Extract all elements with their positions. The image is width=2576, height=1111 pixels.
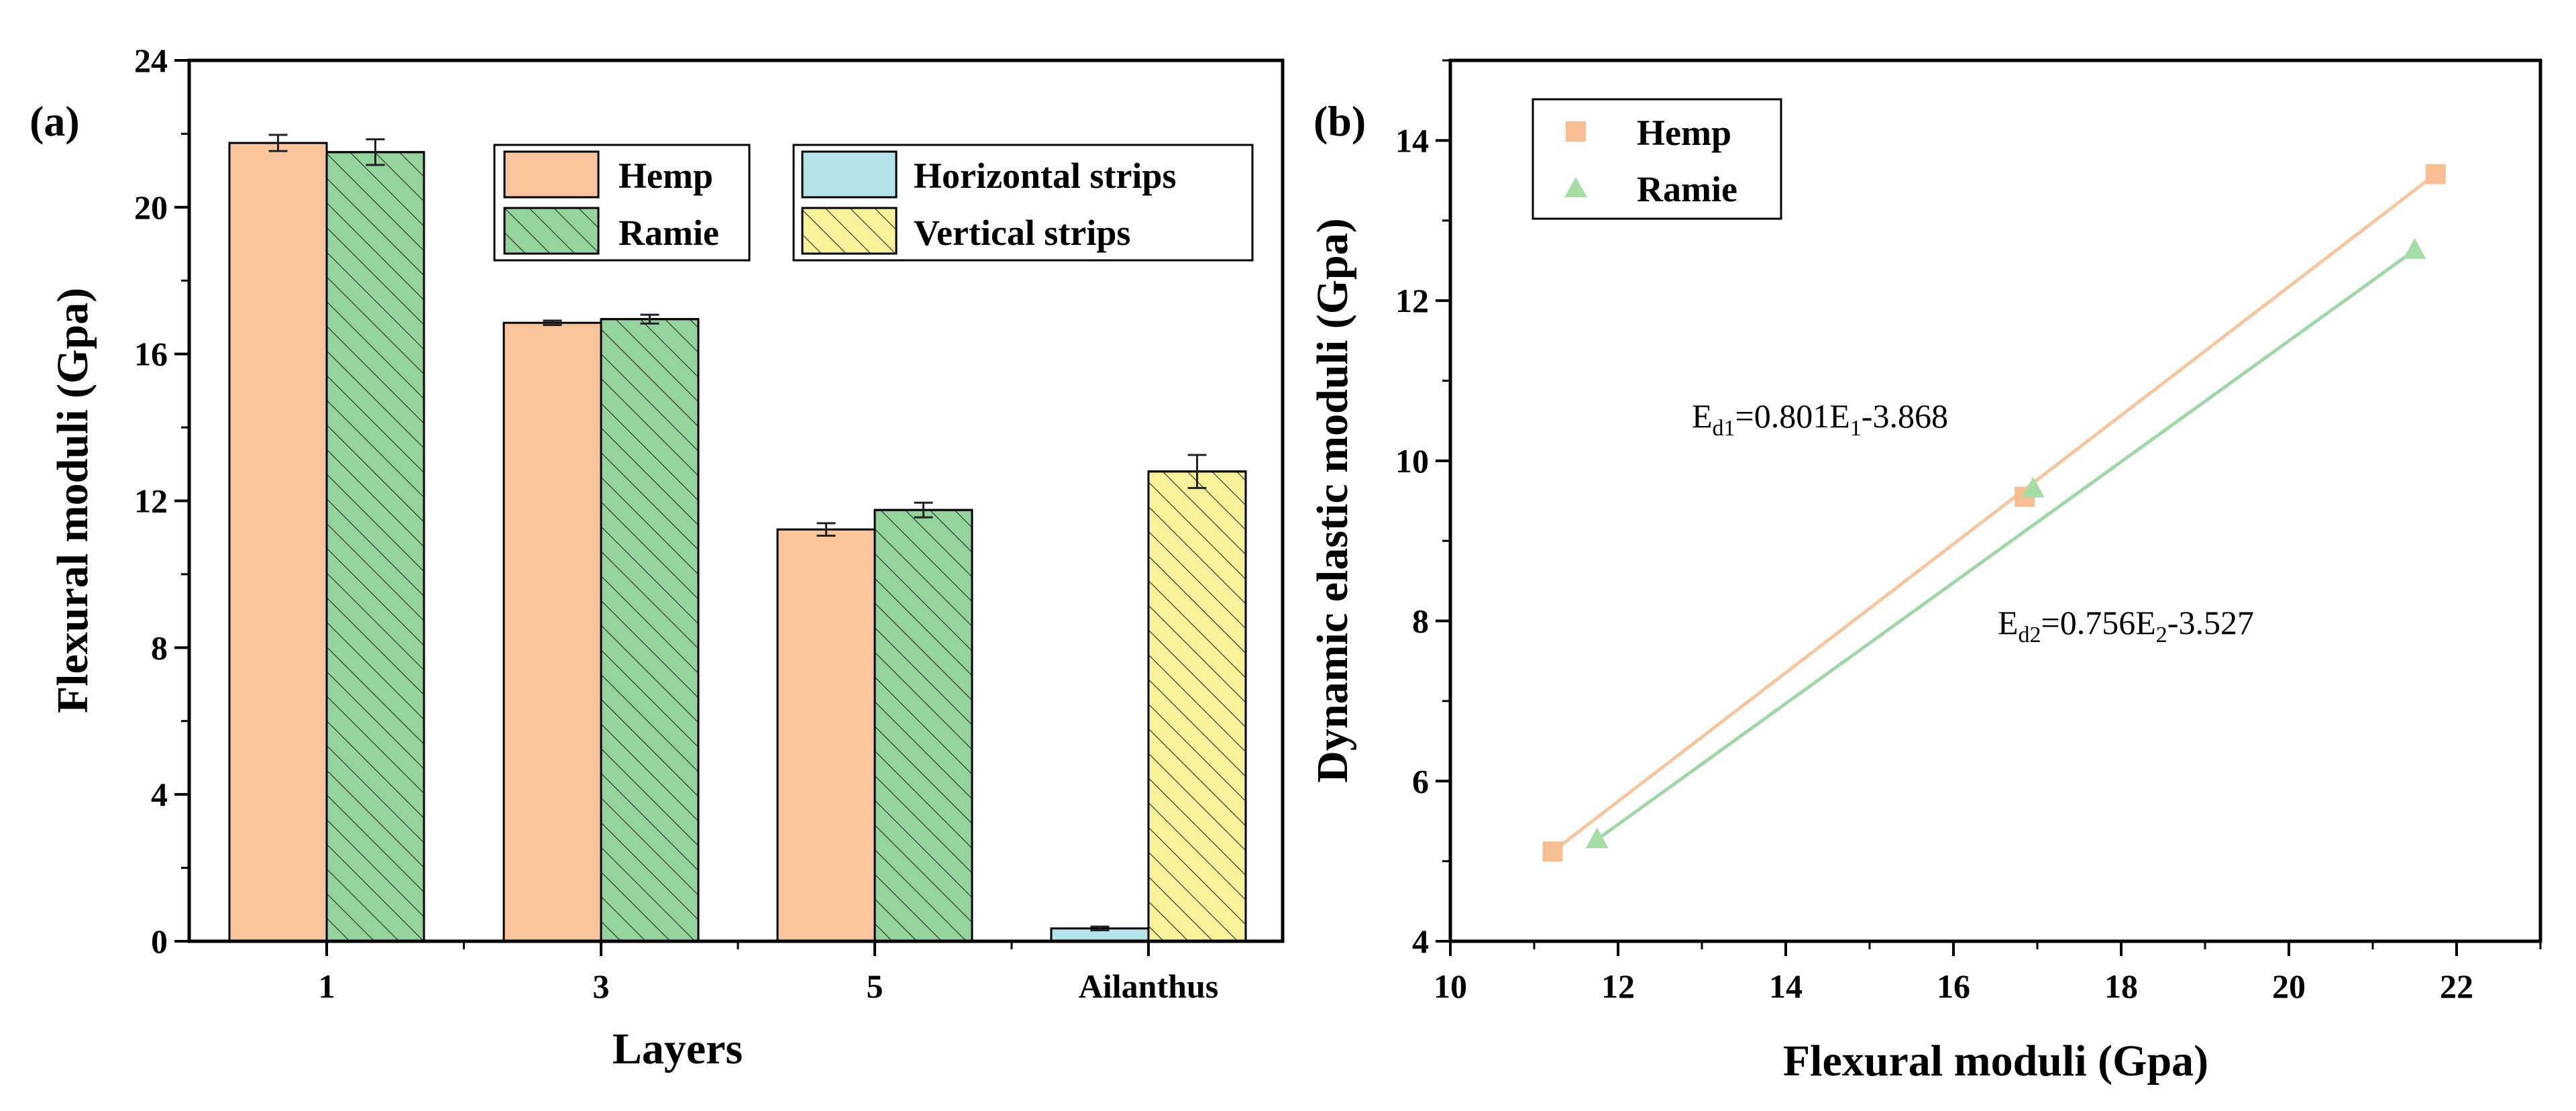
legend-marker-hemp bbox=[1566, 121, 1586, 142]
panel-a-y-tick-label: 24 bbox=[134, 42, 168, 79]
equation-ramie-rest: -3.527 bbox=[2167, 604, 2254, 641]
fit-line-hemp bbox=[1551, 172, 2437, 853]
bar-hemp-5 bbox=[776, 528, 876, 943]
panel-a-legend-left: Hemp Ramie bbox=[493, 144, 751, 262]
bar-hatch-ramie-3 bbox=[600, 318, 700, 943]
panel-a-x-axis-title: Layers bbox=[612, 1024, 743, 1073]
panel-b-x-tick-label: 16 bbox=[1937, 967, 1970, 1005]
panel-a-label: (a) bbox=[30, 97, 80, 145]
equation-ramie: Ed2=0.756E2-3.527 bbox=[1998, 604, 2254, 647]
panel-b-y-tick-label: 12 bbox=[1395, 282, 1429, 319]
equation-ramie-sub: d2 bbox=[2019, 623, 2041, 647]
panel-b-plot-frame bbox=[1448, 58, 2542, 943]
equation-hemp-body: =0.801E bbox=[1735, 397, 1850, 435]
panel-a-y-tick-label: 12 bbox=[134, 482, 168, 520]
equation-hemp-xsub: 1 bbox=[1850, 416, 1862, 441]
legend-swatch-ramie-hatch bbox=[503, 207, 600, 255]
panel-a-x-tick-label: 3 bbox=[593, 967, 610, 1005]
panel-a-y-tick-label: 0 bbox=[151, 922, 168, 960]
panel-b-y-tick-label: 10 bbox=[1395, 442, 1429, 480]
bar-hemp-3 bbox=[502, 321, 602, 943]
bar-hatch-ramie-1 bbox=[325, 151, 425, 943]
panel-b-fit-lines bbox=[1551, 172, 2437, 853]
panel-a-y-tick-label: 16 bbox=[134, 335, 168, 373]
legend-label-hemp: Hemp bbox=[1637, 113, 1731, 153]
legend-swatch-vertical-strips-hatch bbox=[801, 207, 898, 255]
panel-b-x-tick-label: 14 bbox=[1769, 967, 1803, 1005]
equation-ramie-base: E bbox=[1998, 604, 2019, 641]
legend-box bbox=[1532, 98, 1782, 220]
point-ramie bbox=[1585, 827, 1609, 849]
panel-a-y-tick-label: 20 bbox=[134, 189, 168, 226]
bar-hatch-ramie-5 bbox=[873, 509, 973, 943]
panel-b-y-axis-title: Dynamic elastic moduli (Gpa) bbox=[1308, 218, 1357, 782]
panel-b-y-tick-label: 8 bbox=[1412, 602, 1429, 640]
legend-label-ramie: Ramie bbox=[619, 213, 719, 253]
panel-a-bars bbox=[228, 134, 1247, 943]
panel-a-x-tick-label: 1 bbox=[319, 967, 335, 1005]
legend-label-hemp: Hemp bbox=[619, 156, 713, 196]
point-hemp bbox=[2425, 164, 2446, 184]
legend-label-ramie: Ramie bbox=[1637, 169, 1737, 209]
panel-a-x-tick-label: Ailanthus bbox=[1079, 967, 1218, 1005]
bar-hemp-1 bbox=[228, 142, 328, 943]
panel-a-y-axis-title: Flexural moduli (Gpa) bbox=[48, 288, 97, 713]
point-hemp bbox=[1542, 841, 1563, 862]
panel-b-x-tick-label: 10 bbox=[1434, 967, 1467, 1005]
panel-a-ticks: 0 4 8 12 16 20 24 1 3 5 Ailanthus bbox=[134, 42, 1218, 1005]
legend-label-vertical-strips: Vertical strips bbox=[914, 213, 1130, 253]
equation-hemp-sub: d1 bbox=[1713, 416, 1735, 441]
legend-swatch-hemp bbox=[503, 150, 600, 199]
panel-b-x-axis-title: Flexural moduli (Gpa) bbox=[1783, 1037, 2208, 1086]
equation-hemp-rest: -3.868 bbox=[1862, 397, 1948, 435]
panel-a-legend-right: Horizontal strips Vertical strips bbox=[792, 144, 1254, 262]
equation-ramie-body: =0.756E bbox=[2041, 604, 2156, 641]
panel-b-points bbox=[1542, 164, 2446, 862]
panel-b-x-tick-label: 18 bbox=[2104, 967, 2138, 1005]
fit-line-ramie bbox=[1596, 248, 2416, 841]
panel-b-y-tick-label: 6 bbox=[1412, 762, 1429, 800]
panel-b-y-tick-label: 14 bbox=[1395, 121, 1429, 159]
point-ramie bbox=[2403, 237, 2426, 259]
panel-b-x-tick-label: 20 bbox=[2272, 967, 2306, 1005]
panel-a-plot-frame bbox=[187, 58, 1285, 943]
panel-a-y-tick-label: 4 bbox=[151, 776, 168, 813]
panel-b-x-tick-label: 12 bbox=[1601, 967, 1635, 1005]
legend-label-horizontal-strips: Horizontal strips bbox=[914, 156, 1176, 196]
panel-b-x-tick-label: 22 bbox=[2440, 967, 2473, 1005]
panel-a-y-tick-label: 8 bbox=[151, 629, 168, 666]
panel-a: (a) 0 4 8 12 16 20 24 1 3 5 Ailanthus Layers Flexu… bbox=[30, 42, 1285, 1073]
point-ramie bbox=[2021, 476, 2045, 498]
equation-hemp: Ed1=0.801E1-3.868 bbox=[1692, 397, 1948, 441]
legend-marker-ramie bbox=[1564, 177, 1587, 197]
bar-hatch-vertical-strips-ailanthus bbox=[1147, 470, 1247, 943]
panel-b-y-tick-label: 4 bbox=[1412, 922, 1429, 960]
equation-ramie-xsub: 2 bbox=[2156, 623, 2167, 647]
panel-a-x-tick-label: 5 bbox=[867, 967, 883, 1005]
panel-b-legend: Hemp Ramie bbox=[1532, 98, 1782, 220]
equation-hemp-base: E bbox=[1692, 397, 1713, 435]
legend-swatch-horizontal-strips bbox=[801, 150, 898, 199]
panel-b-label: (b) bbox=[1313, 97, 1366, 145]
